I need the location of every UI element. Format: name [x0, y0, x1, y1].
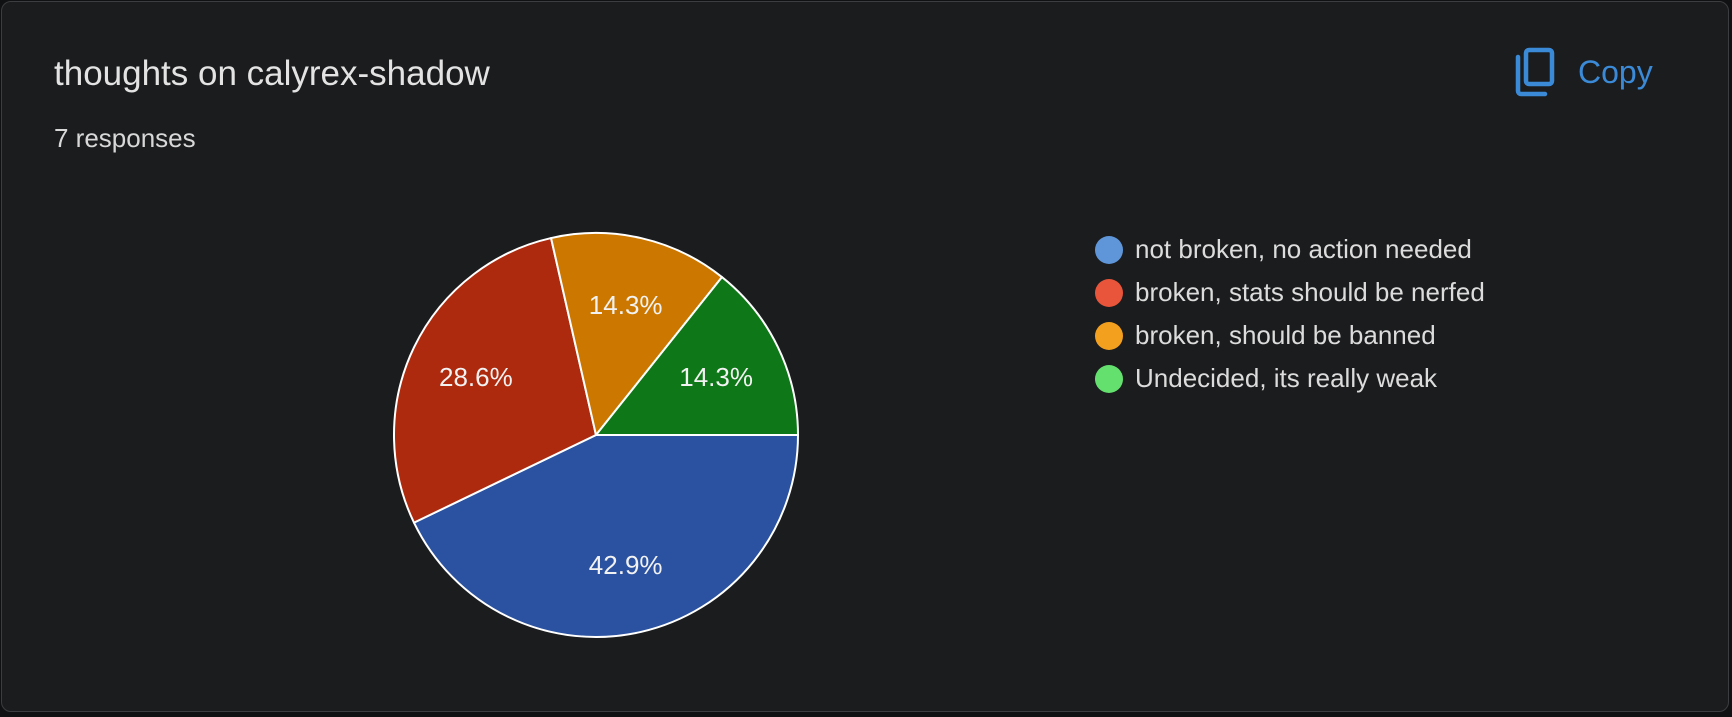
pie-slice-label-0: 42.9% — [589, 550, 663, 580]
legend-swatch-1 — [1095, 278, 1123, 307]
legend-label-2: broken, should be banned — [1135, 320, 1436, 350]
copy-button[interactable]: Copy — [1512, 44, 1653, 100]
legend-swatch-2 — [1095, 321, 1123, 350]
pie-slice-label-2: 14.3% — [589, 290, 663, 320]
pie-slice-3 — [595, 276, 799, 436]
pie-slice-label-1: 28.6% — [439, 362, 513, 392]
legend-label-3: Undecided, its really weak — [1135, 363, 1438, 393]
legend-swatch-0 — [1095, 235, 1123, 264]
legend-item-1: broken, stats should be nerfed — [1095, 271, 1485, 314]
copy-icon — [1515, 47, 1555, 97]
pie-slice-2 — [550, 232, 723, 436]
response-count: 7 responses — [54, 123, 196, 153]
legend-label-1: broken, stats should be nerfed — [1135, 277, 1485, 307]
legend-item-2: broken, should be banned — [1095, 314, 1485, 357]
legend-item-0: not broken, no action needed — [1095, 228, 1485, 271]
pie-slice-1 — [393, 237, 597, 524]
chart-legend: not broken, no action needed broken, stat… — [1095, 228, 1485, 400]
pie-slice-label-3: 14.3% — [679, 362, 753, 392]
pie-slice-0 — [413, 434, 799, 638]
copy-label: Copy — [1578, 53, 1653, 90]
chart-title: thoughts on calyrex-shadow — [54, 54, 490, 93]
legend-item-3: Undecided, its really weak — [1095, 357, 1485, 400]
legend-swatch-3 — [1095, 364, 1123, 393]
legend-label-0: not broken, no action needed — [1135, 234, 1472, 264]
